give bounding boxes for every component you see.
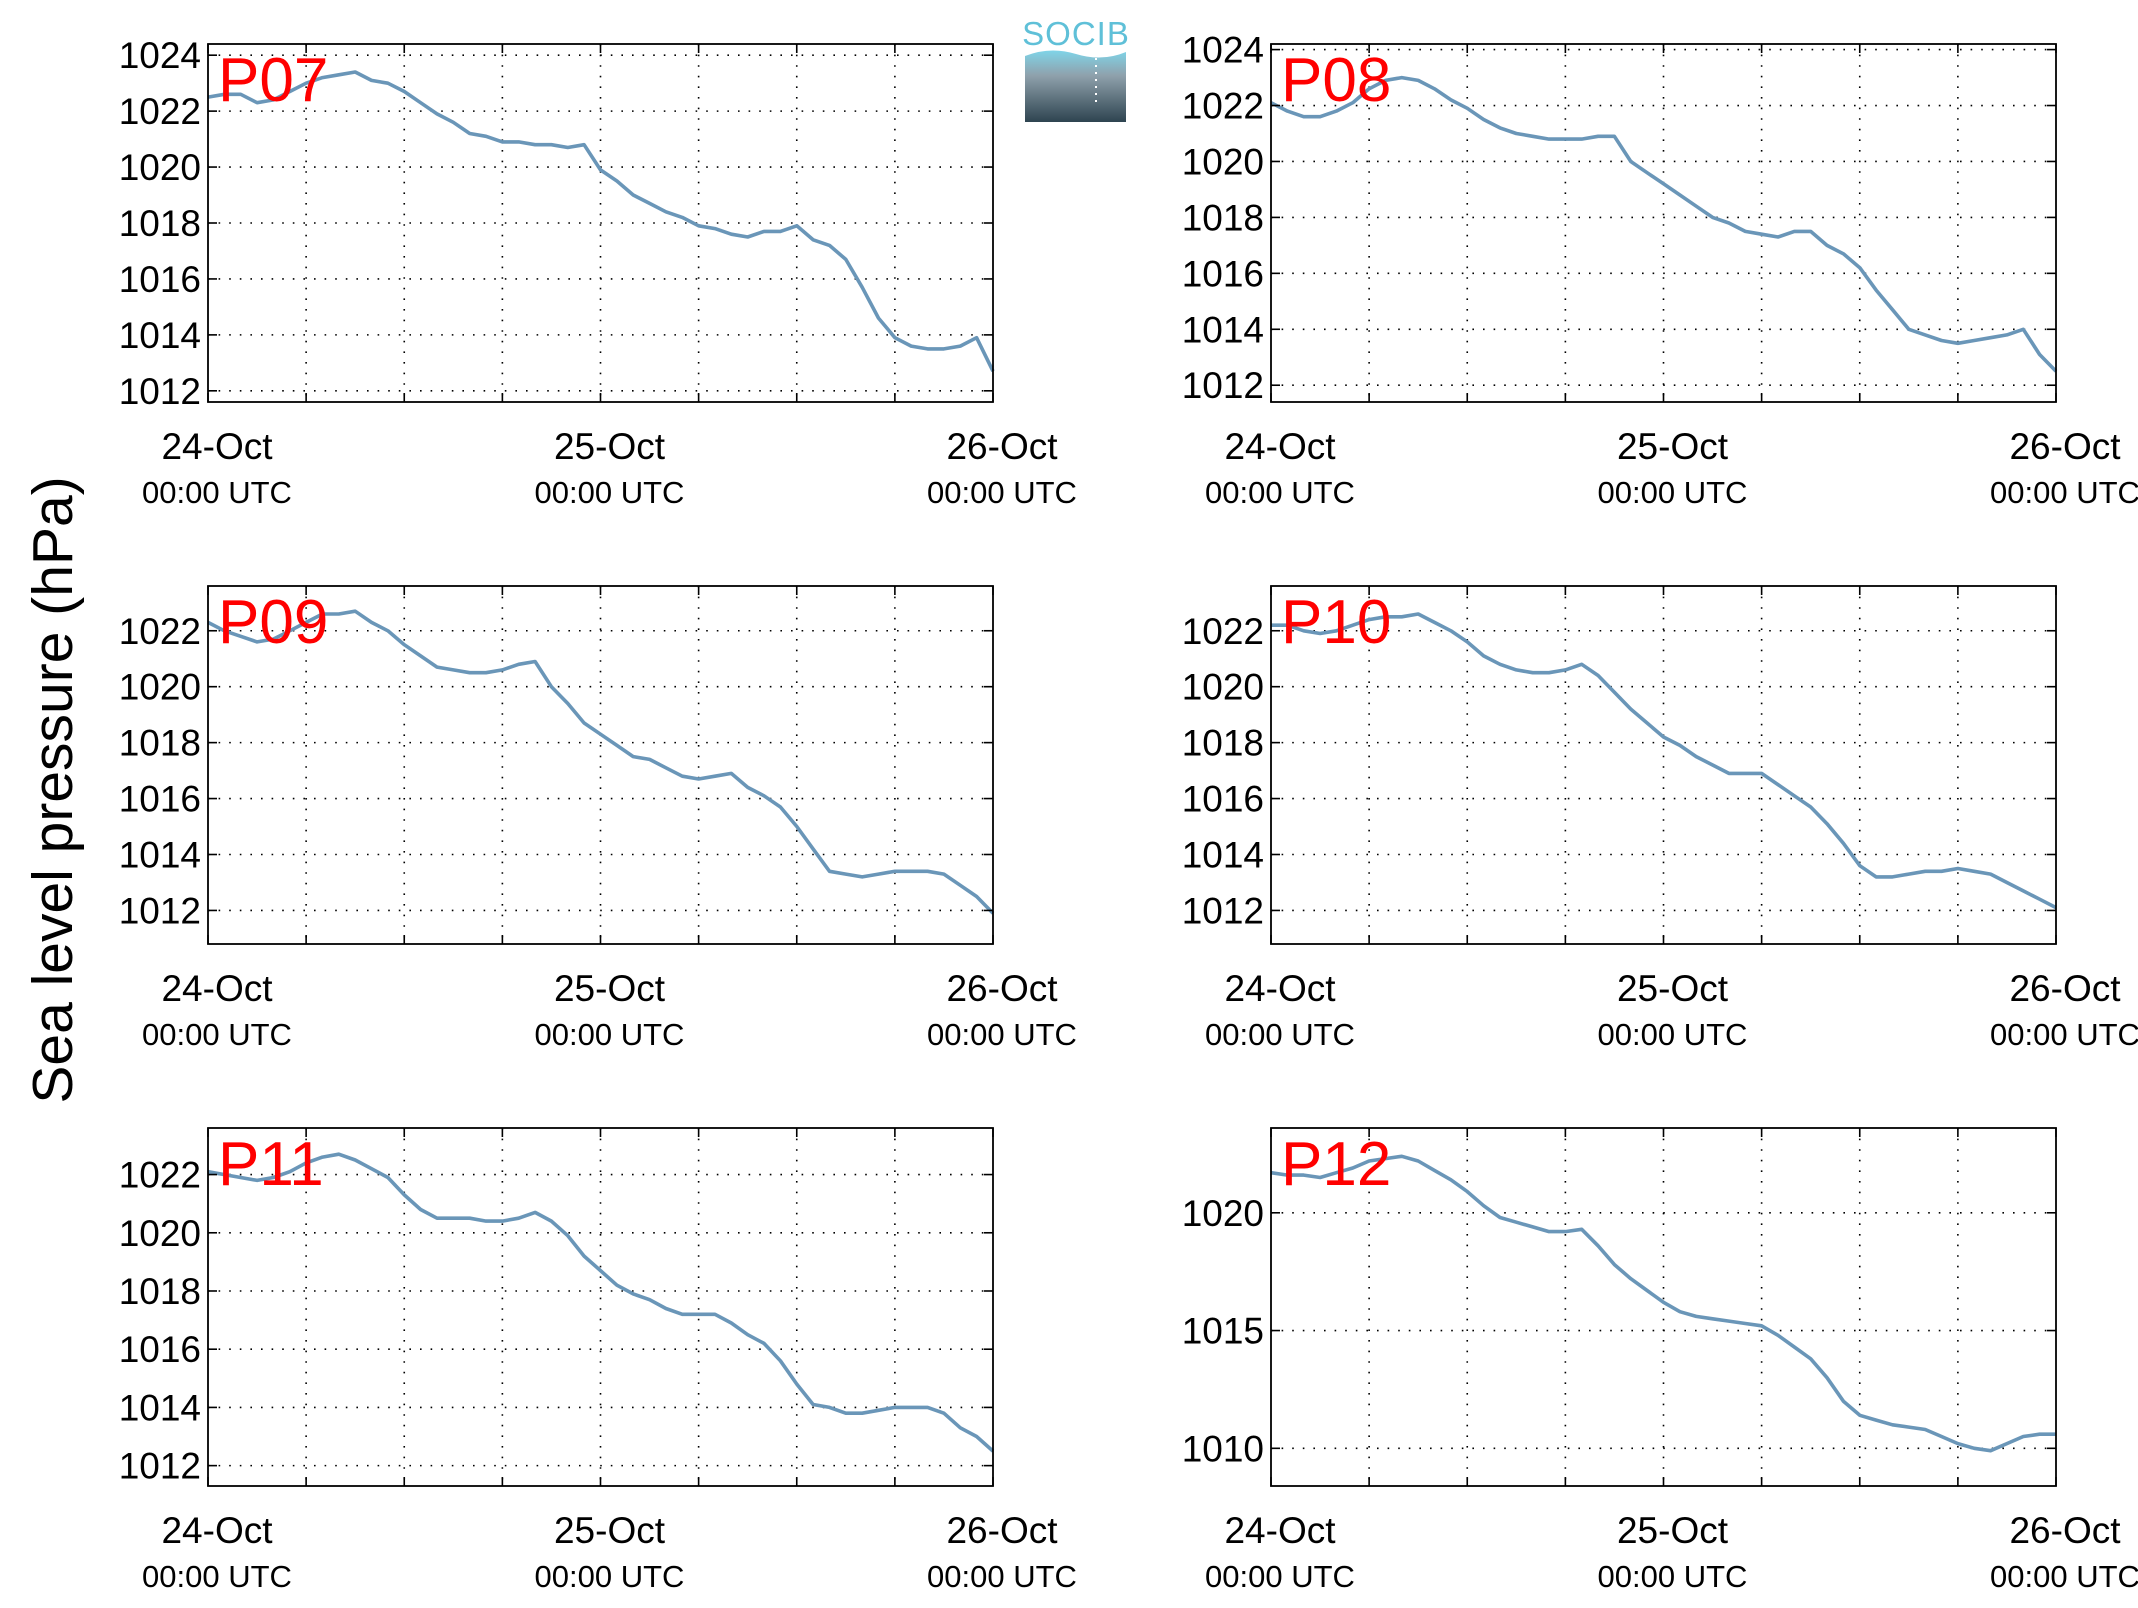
x-tick-time-label: 00:00 UTC [927, 1017, 1077, 1052]
panel-p11: 1012 1014 1016 1018 1020 1022 24-Oct 00:00 UTC 2… [119, 1127, 1077, 1594]
y-tick-label: 1012 [1182, 890, 1264, 931]
pressure-series-line [1271, 612, 2057, 910]
y-tick-label: 1020 [1182, 1193, 1264, 1234]
y-tick-label: 1012 [119, 890, 201, 931]
y-tick-label: 1020 [119, 147, 201, 188]
x-tick-date-label: 25-Oct [1617, 968, 1729, 1009]
y-tick-label: 1014 [119, 835, 201, 876]
y-tick-label: 1022 [119, 91, 201, 132]
x-tick-time-label: 00:00 UTC [142, 475, 292, 510]
x-tick-date-label: 25-Oct [554, 426, 666, 467]
pressure-series-line [207, 609, 995, 915]
y-tick-label: 1016 [119, 1329, 201, 1370]
panel-p10: 1012 1014 1016 1018 1020 1022 24-Oct 00:00 UTC 2… [1182, 585, 2138, 1052]
socib-logo: SOCIB [1022, 15, 1130, 122]
grid [208, 586, 993, 944]
x-tick-time-label: 00:00 UTC [1598, 475, 1748, 510]
x-tick-date-label: 26-Oct [2009, 426, 2121, 467]
y-tick-label: 1018 [1182, 723, 1264, 764]
x-tick-time-label: 00:00 UTC [1598, 1559, 1748, 1594]
y-tick-label: 1022 [119, 1155, 201, 1196]
x-tick-date-label: 26-Oct [946, 1510, 1058, 1551]
y-tick-label: 1014 [1182, 835, 1264, 876]
y-tick-label: 1014 [1182, 309, 1264, 350]
panel-label: P08 [1281, 46, 1391, 115]
y-tick-label: 1024 [1182, 30, 1264, 71]
grid [1271, 1128, 2056, 1486]
y-tick-label: 1012 [119, 1446, 201, 1487]
x-tick-time-label: 00:00 UTC [142, 1559, 292, 1594]
logo-wave-icon [1025, 50, 1126, 122]
x-tick-time-label: 00:00 UTC [535, 475, 685, 510]
pressure-series-line [1270, 1154, 2056, 1453]
y-tick-label: 1018 [119, 723, 201, 764]
y-tick-label: 1020 [119, 667, 201, 708]
x-tick-date-label: 25-Oct [554, 1510, 666, 1551]
grid [208, 44, 993, 402]
panel-label: P09 [218, 588, 328, 657]
x-tick-date-label: 24-Oct [161, 968, 273, 1009]
x-tick-date-label: 24-Oct [1224, 968, 1336, 1009]
x-tick-time-label: 00:00 UTC [927, 1559, 1077, 1594]
x-tick-date-label: 24-Oct [161, 1510, 273, 1551]
pressure-series-line [207, 70, 995, 372]
panel-p08: 1012 1014 1016 1018 1020 1022 1024 24-Oct 00:00 … [1182, 30, 2138, 510]
y-tick-label: 1014 [119, 315, 201, 356]
x-tick-time-label: 00:00 UTC [1205, 1559, 1355, 1594]
y-tick-label: 1014 [119, 1387, 201, 1428]
x-tick-date-label: 25-Oct [554, 968, 666, 1009]
y-axis-label: Sea level pressure (hPa) [21, 476, 85, 1103]
panel-p07: 1012 1014 1016 1018 1020 1022 1024 24-Oct 00:00 … [119, 35, 1077, 510]
x-tick-time-label: 00:00 UTC [927, 475, 1077, 510]
y-tick-label: 1020 [1182, 667, 1264, 708]
grid [1271, 586, 2056, 944]
x-tick-date-label: 24-Oct [161, 426, 273, 467]
x-tick-time-label: 00:00 UTC [1598, 1017, 1748, 1052]
panel-label: P11 [218, 1130, 324, 1199]
x-tick-time-label: 00:00 UTC [1990, 475, 2138, 510]
y-tick-label: 1016 [1182, 779, 1264, 820]
x-tick-date-label: 26-Oct [946, 968, 1058, 1009]
panel-p09: 1012 1014 1016 1018 1020 1022 24-Oct 00:00 UTC 2… [119, 585, 1077, 1052]
panel-p12: 1010 1015 1020 24-Oct 00:00 UTC 25-Oct 00:00 U… [1182, 1127, 2138, 1594]
y-tick-label: 1020 [1182, 141, 1264, 182]
y-tick-label: 1020 [119, 1213, 201, 1254]
x-tick-time-label: 00:00 UTC [1990, 1559, 2138, 1594]
panel-label: P07 [218, 46, 328, 115]
x-tick-time-label: 00:00 UTC [535, 1559, 685, 1594]
x-tick-date-label: 26-Oct [2009, 1510, 2121, 1551]
y-tick-label: 1012 [1182, 365, 1264, 406]
pressure-series-line [1270, 75, 2058, 373]
y-tick-label: 1010 [1182, 1428, 1264, 1469]
y-tick-label: 1016 [119, 779, 201, 820]
y-tick-label: 1022 [119, 611, 201, 652]
y-tick-label: 1018 [1182, 197, 1264, 238]
y-tick-label: 1022 [1182, 611, 1264, 652]
pressure-series-line [207, 1152, 995, 1453]
y-tick-label: 1015 [1182, 1311, 1264, 1352]
y-tick-label: 1016 [1182, 253, 1264, 294]
logo-text: SOCIB [1022, 15, 1130, 52]
x-tick-date-label: 26-Oct [946, 426, 1058, 467]
x-tick-time-label: 00:00 UTC [1205, 475, 1355, 510]
y-tick-label: 1018 [119, 203, 201, 244]
x-tick-date-label: 25-Oct [1617, 426, 1729, 467]
x-tick-date-label: 24-Oct [1224, 1510, 1336, 1551]
y-tick-label: 1022 [1182, 86, 1264, 127]
panel-label: P12 [1281, 1130, 1391, 1199]
grid [208, 1128, 993, 1486]
y-tick-label: 1018 [119, 1271, 201, 1312]
x-tick-time-label: 00:00 UTC [142, 1017, 292, 1052]
x-tick-date-label: 24-Oct [1224, 426, 1336, 467]
panel-label: P10 [1281, 588, 1391, 657]
x-tick-time-label: 00:00 UTC [1205, 1017, 1355, 1052]
y-tick-label: 1024 [119, 35, 201, 76]
y-tick-label: 1016 [119, 259, 201, 300]
x-tick-time-label: 00:00 UTC [1990, 1017, 2138, 1052]
x-tick-date-label: 25-Oct [1617, 1510, 1729, 1551]
x-tick-time-label: 00:00 UTC [535, 1017, 685, 1052]
y-tick-label: 1012 [119, 371, 201, 412]
x-tick-date-label: 26-Oct [2009, 968, 2121, 1009]
